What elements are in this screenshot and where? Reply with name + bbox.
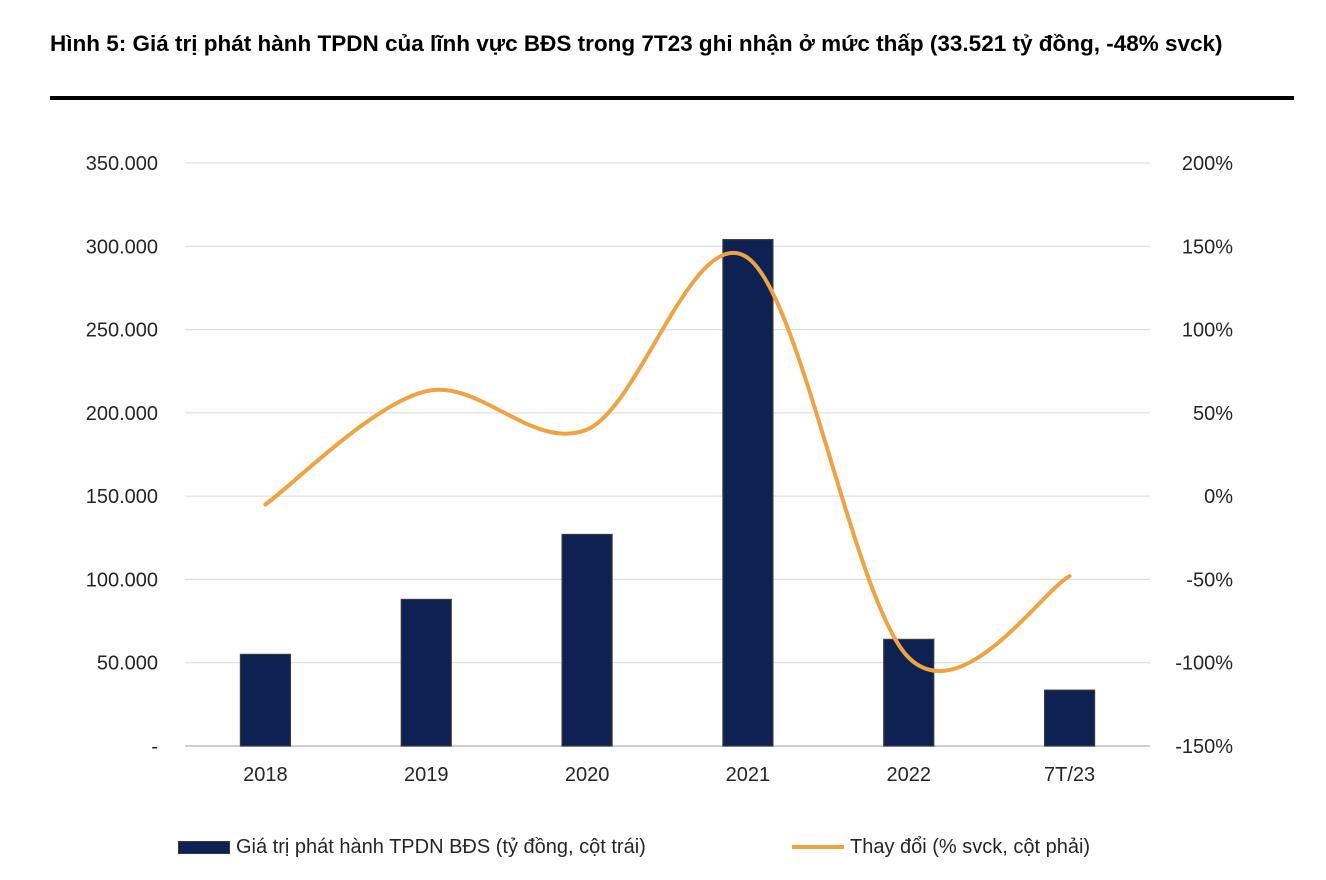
y-left-tick-label: 200.000	[86, 403, 158, 425]
legend-line-swatch	[792, 845, 844, 849]
y-right-tick-label: 50%	[1193, 403, 1233, 425]
x-tick-label: 2020	[565, 764, 610, 786]
bar	[400, 598, 452, 747]
combo-chart: - 50.000 100.000 150.000 200.000 250.000 300.0…	[86, 153, 1234, 786]
figure-title: Hình 5: Giá trị phát hành TPDN của lĩnh …	[50, 31, 1223, 56]
y-left-tick-label: 50.000	[97, 653, 158, 675]
y-right-tick-label: 100%	[1182, 320, 1233, 342]
legend-bar-swatch	[178, 840, 230, 854]
line-series	[263, 251, 1072, 674]
y-right-tick-label: 150%	[1182, 236, 1233, 258]
x-tick-label: 7T/23	[1044, 764, 1095, 786]
y-right-tick-label: 0%	[1204, 486, 1233, 508]
y-left-tick-label: 100.000	[86, 569, 158, 591]
y-right-tick-label: 200%	[1182, 153, 1233, 175]
bar	[239, 653, 292, 747]
y-left-tick-label: 300.000	[86, 236, 158, 258]
y-left-tick-label: 150.000	[86, 486, 158, 508]
bar	[722, 239, 774, 747]
y-right-tick-label: -100%	[1175, 653, 1233, 675]
legend-item-line-series: Thay đổi (% svck, cột phải)	[792, 832, 1090, 862]
legend-bar-label: Giá trị phát hành TPDN BĐS (tỷ đồng, cột…	[236, 835, 646, 858]
y-left-tick-label: 250.000	[86, 320, 158, 342]
title-rule	[50, 96, 1294, 100]
y-right-tick-label: -50%	[1186, 569, 1233, 591]
bar	[1043, 689, 1096, 747]
x-tick-label: 2022	[887, 764, 932, 786]
y-right-tick-label: -150%	[1175, 736, 1233, 758]
legend-item-bar-series: Giá trị phát hành TPDN BĐS (tỷ đồng, cột…	[178, 832, 646, 862]
chart-legend: Giá trị phát hành TPDN BĐS (tỷ đồng, cột…	[0, 832, 1326, 862]
x-tick-label: 2018	[243, 764, 288, 786]
legend-line-label: Thay đổi (% svck, cột phải)	[850, 835, 1091, 858]
bar	[561, 533, 613, 747]
y-left-tick-label: 350.000	[86, 153, 158, 175]
y-left-tick-label: -	[151, 736, 158, 758]
x-tick-label: 2021	[726, 764, 771, 786]
x-tick-label: 2019	[404, 764, 449, 786]
